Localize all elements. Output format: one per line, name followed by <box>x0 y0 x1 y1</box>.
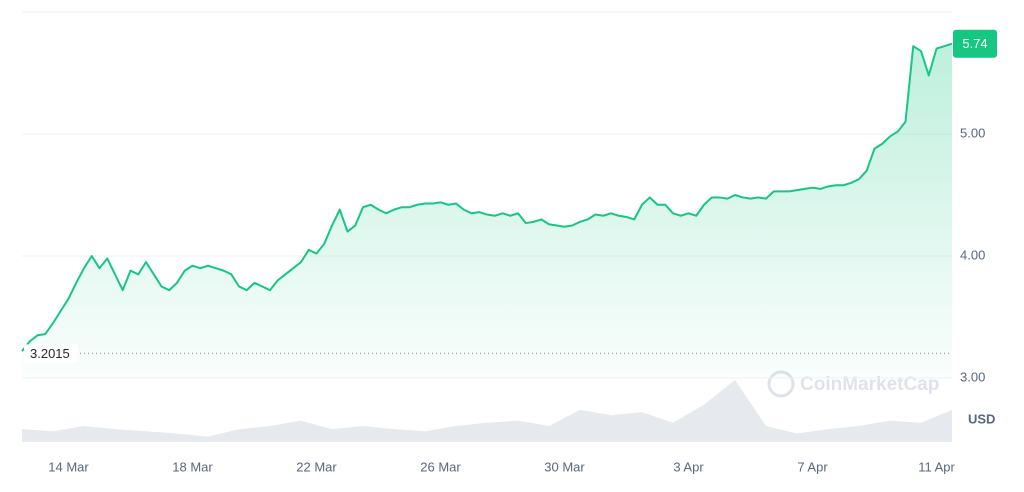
y-tick-label: 3.00 <box>960 369 985 384</box>
x-tick-label: 14 Mar <box>48 459 89 474</box>
x-tick-label: 26 Mar <box>420 459 461 474</box>
price-area <box>22 43 952 378</box>
x-tick-label: 30 Mar <box>544 459 585 474</box>
current-price-tag <box>953 29 997 58</box>
y-tick-label: 5.00 <box>960 125 985 140</box>
open-price-label: 3.2015 <box>30 346 70 361</box>
price-line <box>21 42 953 352</box>
x-tick-label: 3 Apr <box>673 459 704 474</box>
x-tick-label: 11 Apr <box>918 459 955 474</box>
x-tick-label: 7 Apr <box>797 459 828 474</box>
volume-area <box>22 380 952 442</box>
watermark-text: CoinMarketCap <box>800 374 939 395</box>
x-tick-label: 22 Mar <box>296 459 337 474</box>
open-price-bg <box>24 344 78 363</box>
current-price-label: 5.74 <box>962 36 987 51</box>
x-tick-label: 18 Mar <box>172 459 213 474</box>
currency-label: USD <box>968 411 995 426</box>
y-tick-label: 4.00 <box>960 247 985 262</box>
